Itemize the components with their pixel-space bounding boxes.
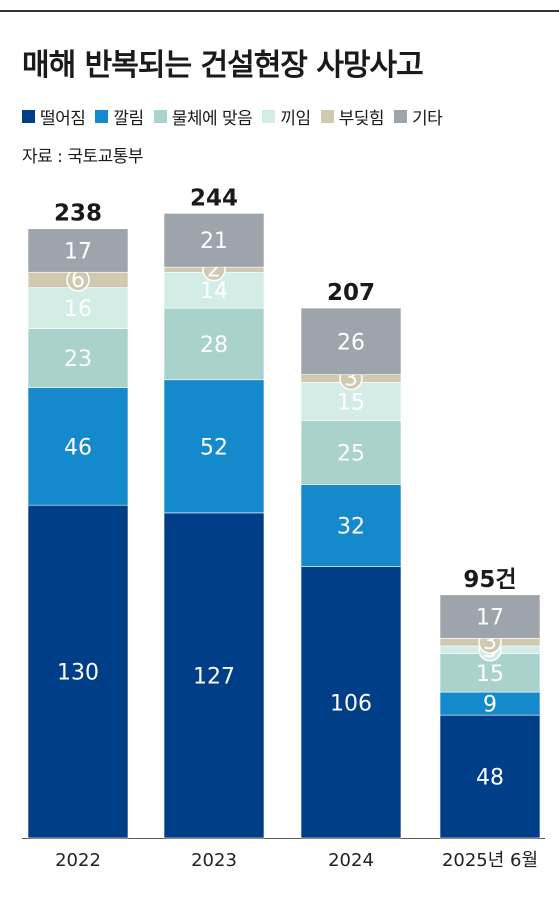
legend-label: 물체에 맞음 [171,109,253,129]
total-label: 238 [54,201,102,227]
legend-item: 끼임 [262,104,311,129]
top-rule [0,10,559,12]
data-label: 26 [337,330,365,355]
legend-swatch [262,110,276,123]
data-label: 9 [483,693,497,718]
data-label: 6 [71,268,85,293]
legend-label: 떨어짐 [40,109,86,129]
legend-label: 끼임 [280,109,311,129]
data-label: 127 [193,664,235,689]
bar-segment [163,307,265,381]
bar-segment [439,594,541,639]
legend-label: 기타 [412,109,443,129]
legend-label: 부딪힘 [338,109,385,129]
x-tick-label: 2022 [55,850,101,871]
data-label: 130 [57,661,99,686]
legend-swatch [153,110,167,123]
bar-segment [27,504,129,839]
data-label: 14 [200,279,228,304]
bar-segment [27,228,129,273]
bar-segment [300,566,402,839]
x-tick-label: 2025년 6월 [442,850,538,871]
legend-item: 기타 [394,104,443,129]
data-label: 17 [476,606,504,631]
bar-segment [300,420,402,486]
x-tick-label: 2024 [328,850,374,871]
legend-label: 깔림 [113,109,144,129]
data-label: 46 [64,435,92,460]
data-label: 52 [200,435,228,460]
legend-swatch [394,110,408,123]
total-label: 95건 [463,567,516,593]
total-label: 207 [327,280,375,306]
chart-title: 매해 반복되는 건설현장 사망사고 [22,48,424,83]
x-tick-label: 2023 [191,850,237,871]
data-label: 48 [476,766,504,791]
total-label: 244 [190,185,238,211]
legend-item: 부딪힘 [320,104,385,129]
legend-swatch [22,110,35,123]
bar-segment [27,328,129,388]
data-label: 17 [64,239,92,264]
data-label: 25 [337,442,365,467]
legend-item: 물체에 맞음 [153,104,253,129]
data-label: 23 [64,347,92,372]
bar-segment [300,484,402,567]
bar-segment [27,287,129,329]
bar-segment [163,379,265,514]
bar-segment [163,512,265,839]
data-label: 32 [337,515,365,540]
bar-segment [163,213,265,268]
bar-segment [300,307,402,375]
legend: 떨어짐 깔림 물체에 맞음 끼임 부딪힘 기타 [22,104,552,129]
legend-swatch [320,110,334,123]
legend-item: 깔림 [95,104,144,129]
legend-swatch [95,110,109,123]
data-label: 21 [200,229,228,254]
data-label: 106 [330,691,372,716]
bar-segment [439,714,541,839]
data-label: 15 [476,662,504,687]
bar-segment [27,387,129,506]
data-label: 15 [337,391,365,416]
data-label: 16 [64,297,92,322]
source-note: 자료 : 국토교통부 [22,147,144,167]
data-label: 28 [200,333,228,358]
legend-item: 떨어짐 [22,104,86,129]
